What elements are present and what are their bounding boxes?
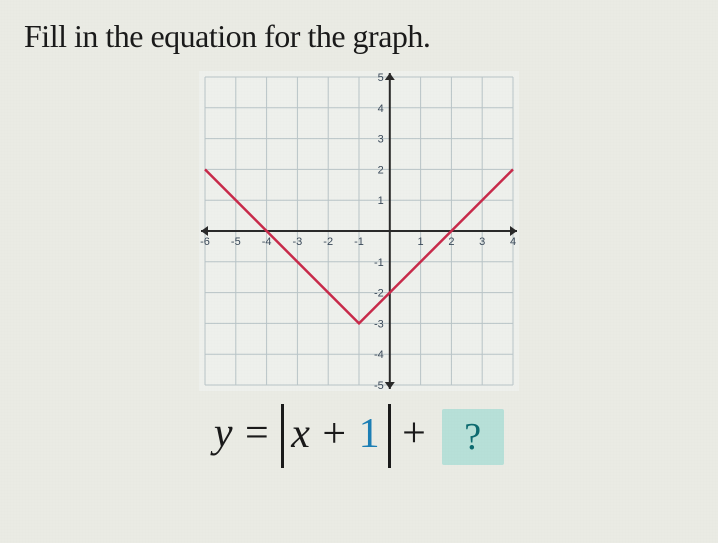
absolute-value-graph: -6 -5 -4 -3 -2 -1 1 2 3 4 5 4 3 2 1 -1 -2 -3 -4 -5 (199, 71, 519, 391)
svg-text:-6: -6 (200, 236, 210, 248)
svg-text:-3: -3 (374, 318, 384, 330)
answer-input[interactable]: ? (442, 409, 504, 465)
svg-text:2: 2 (448, 236, 454, 248)
svg-text:1: 1 (418, 236, 424, 248)
eq-abs-op: + (311, 411, 359, 457)
graph-svg: -6 -5 -4 -3 -2 -1 1 2 3 4 5 4 3 2 1 -1 -2 -3 -4 -5 (199, 71, 519, 391)
eq-equals: = (234, 411, 282, 457)
svg-text:-2: -2 (374, 288, 384, 300)
svg-text:-1: -1 (354, 236, 364, 248)
svg-text:-1: -1 (374, 257, 384, 269)
svg-text:-4: -4 (262, 236, 272, 248)
svg-text:-3: -3 (293, 236, 303, 248)
svg-text:5: 5 (378, 72, 384, 84)
svg-text:-2: -2 (323, 236, 333, 248)
svg-text:2: 2 (378, 164, 384, 176)
eq-abs-var: x (291, 411, 311, 457)
svg-text:4: 4 (378, 103, 384, 115)
equation-row: y = x + 1 + ? (24, 409, 694, 465)
eq-abs-group: x + 1 (281, 410, 390, 458)
eq-plus: + (391, 411, 439, 457)
instruction-text: Fill in the equation for the graph. (24, 18, 694, 55)
eq-lhs: y (214, 411, 234, 457)
svg-text:3: 3 (479, 236, 485, 248)
svg-text:-4: -4 (374, 349, 384, 361)
svg-text:-5: -5 (374, 380, 384, 391)
graph-container: -6 -5 -4 -3 -2 -1 1 2 3 4 5 4 3 2 1 -1 -2 -3 -4 -5 (24, 71, 694, 391)
eq-abs-const: 1 (359, 411, 381, 457)
svg-text:4: 4 (510, 236, 516, 248)
svg-text:1: 1 (378, 195, 384, 207)
svg-text:-5: -5 (231, 236, 241, 248)
svg-text:3: 3 (378, 134, 384, 146)
